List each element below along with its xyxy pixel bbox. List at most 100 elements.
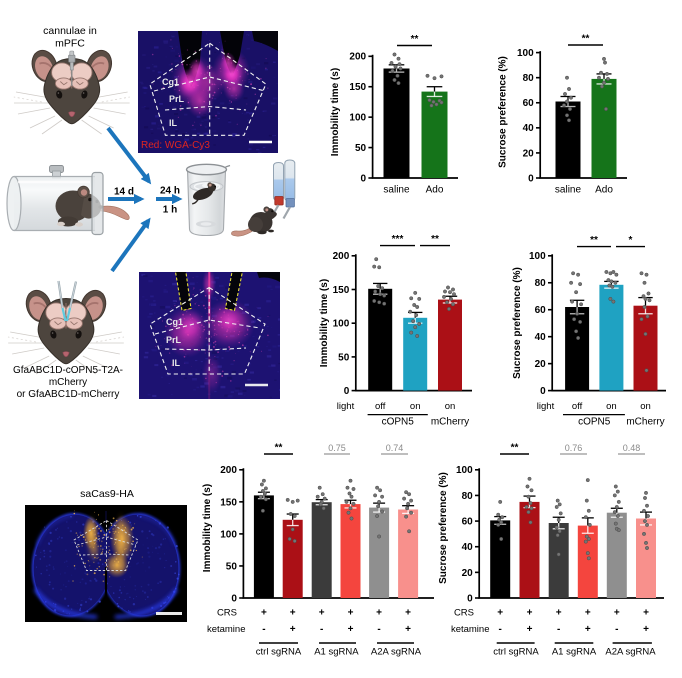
svg-text:mCherry: mCherry <box>626 417 664 428</box>
svg-text:**: ** <box>590 235 598 246</box>
svg-text:80: 80 <box>462 491 474 502</box>
svg-text:50: 50 <box>338 352 350 363</box>
svg-text:-: - <box>262 624 265 635</box>
svg-text:light: light <box>537 401 555 412</box>
svg-text:on: on <box>445 401 456 412</box>
svg-text:+: + <box>261 608 267 619</box>
svg-text:Red: WGA-Cy3: Red: WGA-Cy3 <box>141 140 210 151</box>
svg-text:+: + <box>585 608 591 619</box>
svg-text:mCherry: mCherry <box>431 417 469 428</box>
svg-text:+: + <box>290 608 296 619</box>
svg-text:Sucrose preference (%): Sucrose preference (%) <box>512 267 523 379</box>
svg-text:-: - <box>377 624 380 635</box>
svg-text:-: - <box>615 624 618 635</box>
svg-text:Cg1: Cg1 <box>162 77 179 87</box>
svg-text:Ado: Ado <box>595 185 613 196</box>
svg-text:150: 150 <box>349 82 366 93</box>
svg-text:on: on <box>410 401 421 412</box>
svg-text:+: + <box>585 624 591 635</box>
svg-text:+: + <box>405 624 411 635</box>
svg-text:saline: saline <box>555 185 582 196</box>
svg-text:or GfaABC1D-mCherry: or GfaABC1D-mCherry <box>17 389 120 400</box>
svg-text:**: ** <box>511 443 519 454</box>
svg-text:14 d: 14 d <box>114 187 134 198</box>
svg-text:+: + <box>527 608 533 619</box>
svg-text:saCas9-HA: saCas9-HA <box>80 488 134 500</box>
svg-text:Sucrose preference (%): Sucrose preference (%) <box>438 472 449 584</box>
svg-text:*: * <box>629 235 633 246</box>
svg-text:60: 60 <box>462 516 474 527</box>
svg-text:saline: saline <box>383 185 410 196</box>
svg-text:0.48: 0.48 <box>623 443 641 453</box>
svg-text:20: 20 <box>462 568 474 579</box>
svg-text:0: 0 <box>361 173 367 184</box>
svg-text:+: + <box>556 608 562 619</box>
svg-text:IL: IL <box>172 358 181 368</box>
svg-text:100: 100 <box>456 465 473 476</box>
svg-text:150: 150 <box>220 497 237 508</box>
svg-text:**: ** <box>582 34 590 45</box>
svg-text:200: 200 <box>220 465 237 476</box>
svg-text:-: - <box>499 624 502 635</box>
svg-text:IL: IL <box>169 118 178 128</box>
svg-text:0: 0 <box>528 173 534 184</box>
svg-text:+: + <box>643 624 649 635</box>
svg-text:-: - <box>320 624 323 635</box>
svg-text:A2A sgRNA: A2A sgRNA <box>371 647 422 658</box>
svg-text:A1 sgRNA: A1 sgRNA <box>314 647 359 658</box>
svg-text:100: 100 <box>349 113 366 124</box>
svg-text:CRS: CRS <box>217 608 237 619</box>
svg-text:Sucrose preference (%): Sucrose preference (%) <box>498 56 509 168</box>
svg-text:40: 40 <box>535 332 547 343</box>
svg-text:+: + <box>614 608 620 619</box>
svg-text:GfaABC1D-cOPN5-T2A-: GfaABC1D-cOPN5-T2A- <box>13 365 123 376</box>
svg-text:cOPN5: cOPN5 <box>382 417 415 428</box>
svg-text:+: + <box>643 608 649 619</box>
svg-text:+: + <box>497 608 503 619</box>
svg-text:PrL: PrL <box>169 94 185 104</box>
svg-text:A2A sgRNA: A2A sgRNA <box>605 647 656 658</box>
svg-text:+: + <box>290 624 296 635</box>
svg-text:+: + <box>348 624 354 635</box>
svg-text:cOPN5: cOPN5 <box>578 417 611 428</box>
svg-text:60: 60 <box>523 98 535 109</box>
svg-text:mCherry: mCherry <box>49 377 87 388</box>
svg-text:**: ** <box>411 34 419 45</box>
svg-text:ketamine: ketamine <box>207 624 246 635</box>
svg-text:on: on <box>640 401 651 412</box>
svg-text:60: 60 <box>535 305 547 316</box>
svg-text:Cg1: Cg1 <box>166 317 183 327</box>
svg-text:Immobility time (s): Immobility time (s) <box>202 484 213 572</box>
svg-text:**: ** <box>431 234 439 245</box>
svg-text:200: 200 <box>333 251 350 262</box>
svg-text:20: 20 <box>535 359 547 370</box>
svg-text:0.76: 0.76 <box>565 443 583 453</box>
svg-text:cannulae in: cannulae in <box>43 25 97 37</box>
svg-text:-: - <box>557 624 560 635</box>
svg-text:0: 0 <box>467 593 473 604</box>
svg-text:PrL: PrL <box>166 335 182 345</box>
svg-text:100: 100 <box>529 251 546 262</box>
svg-text:50: 50 <box>226 561 238 572</box>
svg-text:40: 40 <box>523 123 535 134</box>
svg-text:off: off <box>375 401 386 412</box>
svg-text:+: + <box>319 608 325 619</box>
svg-text:0: 0 <box>344 386 350 397</box>
svg-text:0.75: 0.75 <box>328 443 346 453</box>
svg-text:0: 0 <box>540 386 546 397</box>
svg-text:+: + <box>376 608 382 619</box>
svg-text:A1 sgRNA: A1 sgRNA <box>552 647 597 658</box>
svg-text:+: + <box>348 608 354 619</box>
svg-text:+: + <box>405 608 411 619</box>
svg-text:ctrl sgRNA: ctrl sgRNA <box>493 647 539 658</box>
svg-text:80: 80 <box>535 278 547 289</box>
svg-text:Immobility time (s): Immobility time (s) <box>319 279 330 367</box>
svg-text:ctrl sgRNA: ctrl sgRNA <box>256 647 302 658</box>
svg-text:light: light <box>337 401 355 412</box>
svg-text:100: 100 <box>517 48 534 59</box>
svg-text:20: 20 <box>523 148 535 159</box>
svg-text:mPFC: mPFC <box>55 38 85 50</box>
svg-text:Ado: Ado <box>426 185 444 196</box>
svg-text:+: + <box>527 624 533 635</box>
svg-text:on: on <box>606 401 617 412</box>
